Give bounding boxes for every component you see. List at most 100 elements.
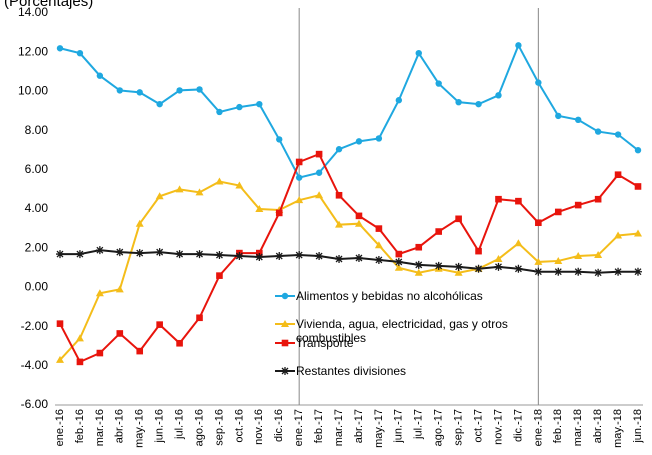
data-point xyxy=(295,174,303,181)
data-point xyxy=(414,260,423,269)
data-point xyxy=(56,250,64,259)
data-point xyxy=(255,253,264,262)
x-tick-label: jun.-18 xyxy=(632,409,644,444)
data-point xyxy=(634,267,642,276)
data-point xyxy=(176,339,183,347)
y-tick-label: -4.00 xyxy=(21,358,49,372)
data-point xyxy=(455,98,462,106)
x-tick-label: sep.-17 xyxy=(453,409,465,446)
x-tick-label: nov.-17 xyxy=(492,409,504,445)
data-point xyxy=(414,268,423,276)
x-tick-label: nov.-16 xyxy=(253,409,265,445)
x-tick-label: jul.-17 xyxy=(413,409,425,440)
data-point xyxy=(76,358,84,366)
data-point xyxy=(515,197,522,205)
data-point xyxy=(115,285,124,293)
data-point xyxy=(495,92,502,99)
x-tick-label: oct.-17 xyxy=(472,409,484,443)
x-tick-label: jun.-16 xyxy=(154,409,166,444)
legend-item: Alimentos y bebidas no alcohólicas xyxy=(274,289,574,303)
data-point xyxy=(335,220,344,228)
data-point xyxy=(56,320,64,327)
y-tick-label: 8.00 xyxy=(25,123,49,137)
data-point xyxy=(135,219,144,227)
data-point xyxy=(494,262,503,271)
x-tick-label: oct.-16 xyxy=(233,409,245,443)
data-point xyxy=(554,208,562,216)
data-point xyxy=(435,80,442,87)
legend-item: Vivienda, agua, electricidad, gas y otro… xyxy=(274,317,574,345)
x-tick-label: dic.-16 xyxy=(273,409,285,442)
x-tick-label: jul.-16 xyxy=(173,409,185,440)
data-point xyxy=(56,45,64,52)
y-tick-label: -2.00 xyxy=(21,319,49,333)
x-tick-label: ago.-17 xyxy=(433,409,445,446)
x-tick-label: abr.-18 xyxy=(592,409,604,443)
series-line xyxy=(59,180,639,361)
x-tick-label: abr.-16 xyxy=(114,409,126,443)
legend-item: Restantes divisiones xyxy=(274,364,574,378)
data-point xyxy=(295,158,303,166)
data-point xyxy=(634,229,642,237)
data-point xyxy=(375,135,383,142)
data-point xyxy=(115,248,124,257)
data-point xyxy=(574,267,583,276)
data-point xyxy=(196,314,203,322)
x-tick-label: feb.-16 xyxy=(74,409,86,443)
data-point xyxy=(594,251,603,259)
data-point xyxy=(275,252,284,261)
data-point xyxy=(196,86,203,93)
legend-swatch xyxy=(275,292,295,300)
data-point xyxy=(116,330,124,337)
data-point xyxy=(255,205,264,212)
data-point xyxy=(276,136,283,143)
data-point xyxy=(315,252,324,261)
data-point xyxy=(614,267,623,276)
data-point xyxy=(475,247,482,255)
data-point xyxy=(175,185,184,193)
data-point xyxy=(594,195,602,203)
x-tick-label: may.-17 xyxy=(373,409,385,448)
x-tick-label: may.-18 xyxy=(612,409,624,448)
x-tick-label: mar.-17 xyxy=(333,409,345,446)
data-point xyxy=(215,251,224,260)
x-tick-label: mar.-18 xyxy=(572,409,584,446)
data-point xyxy=(315,150,323,158)
data-point xyxy=(275,209,283,217)
data-point xyxy=(95,246,104,255)
data-point xyxy=(554,256,563,264)
data-point xyxy=(136,347,144,355)
data-point xyxy=(535,219,542,227)
x-tick-label: ago.-16 xyxy=(193,409,205,446)
data-point xyxy=(215,177,224,185)
y-tick-label: 12.00 xyxy=(18,44,48,58)
data-point xyxy=(335,191,343,199)
y-tick-label: 14.00 xyxy=(18,5,48,19)
data-point xyxy=(96,72,104,79)
data-point xyxy=(375,225,383,232)
data-point xyxy=(575,116,582,124)
x-tick-label: abr.-17 xyxy=(353,409,365,443)
legend-label: Alimentos y bebidas no alcohólicas xyxy=(296,289,483,303)
data-point xyxy=(236,103,243,111)
legend-item: Transporte xyxy=(274,336,574,350)
data-point xyxy=(295,251,304,260)
data-point xyxy=(434,261,443,270)
data-point xyxy=(135,249,144,258)
data-point xyxy=(235,252,244,261)
data-point xyxy=(175,250,184,259)
data-point xyxy=(614,171,622,178)
data-point xyxy=(195,250,204,259)
legend-marker xyxy=(281,292,289,300)
legend-label: Transporte xyxy=(296,336,354,350)
data-point xyxy=(95,289,104,297)
x-tick-label: ene.-17 xyxy=(293,409,305,446)
data-point xyxy=(156,321,163,328)
data-point xyxy=(515,42,522,49)
data-point xyxy=(454,268,463,276)
data-point xyxy=(374,255,383,264)
data-point xyxy=(514,239,523,247)
legend-marker xyxy=(281,339,289,347)
data-point xyxy=(354,219,363,227)
data-point xyxy=(535,79,542,86)
